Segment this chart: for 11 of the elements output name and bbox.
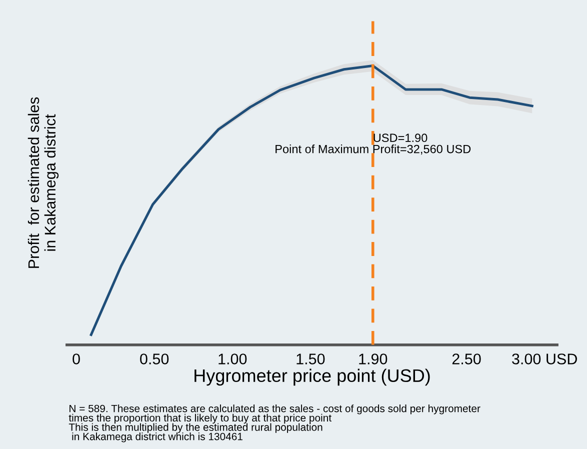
y-axis-title: Profit for estimated sales in Kakamega district xyxy=(28,97,59,268)
x-tick-label: 1.50 xyxy=(296,354,325,364)
x-tick-label: 0.50 xyxy=(140,354,169,364)
x-tick-label: 0 xyxy=(72,354,80,364)
x-tick-label: 1.90 xyxy=(359,354,388,364)
x-tick-label: 3.00 USD xyxy=(512,354,577,364)
x-tick-label: 2.50 xyxy=(452,354,481,364)
x-tick-label: 1.00 xyxy=(218,354,247,364)
annotation: Point of Maximum Profit=32,560 USD xyxy=(276,144,471,155)
text: N = 589. These estimates are calculated as the sales - cost of goods sold per hygrometer times the proportion that is likely to buy at that price point This is then multiplied by the estimated rural population in Kakamega district which is 130461 xyxy=(68,404,480,442)
x-axis-title: Hygrometer price point (USD) xyxy=(194,368,430,386)
